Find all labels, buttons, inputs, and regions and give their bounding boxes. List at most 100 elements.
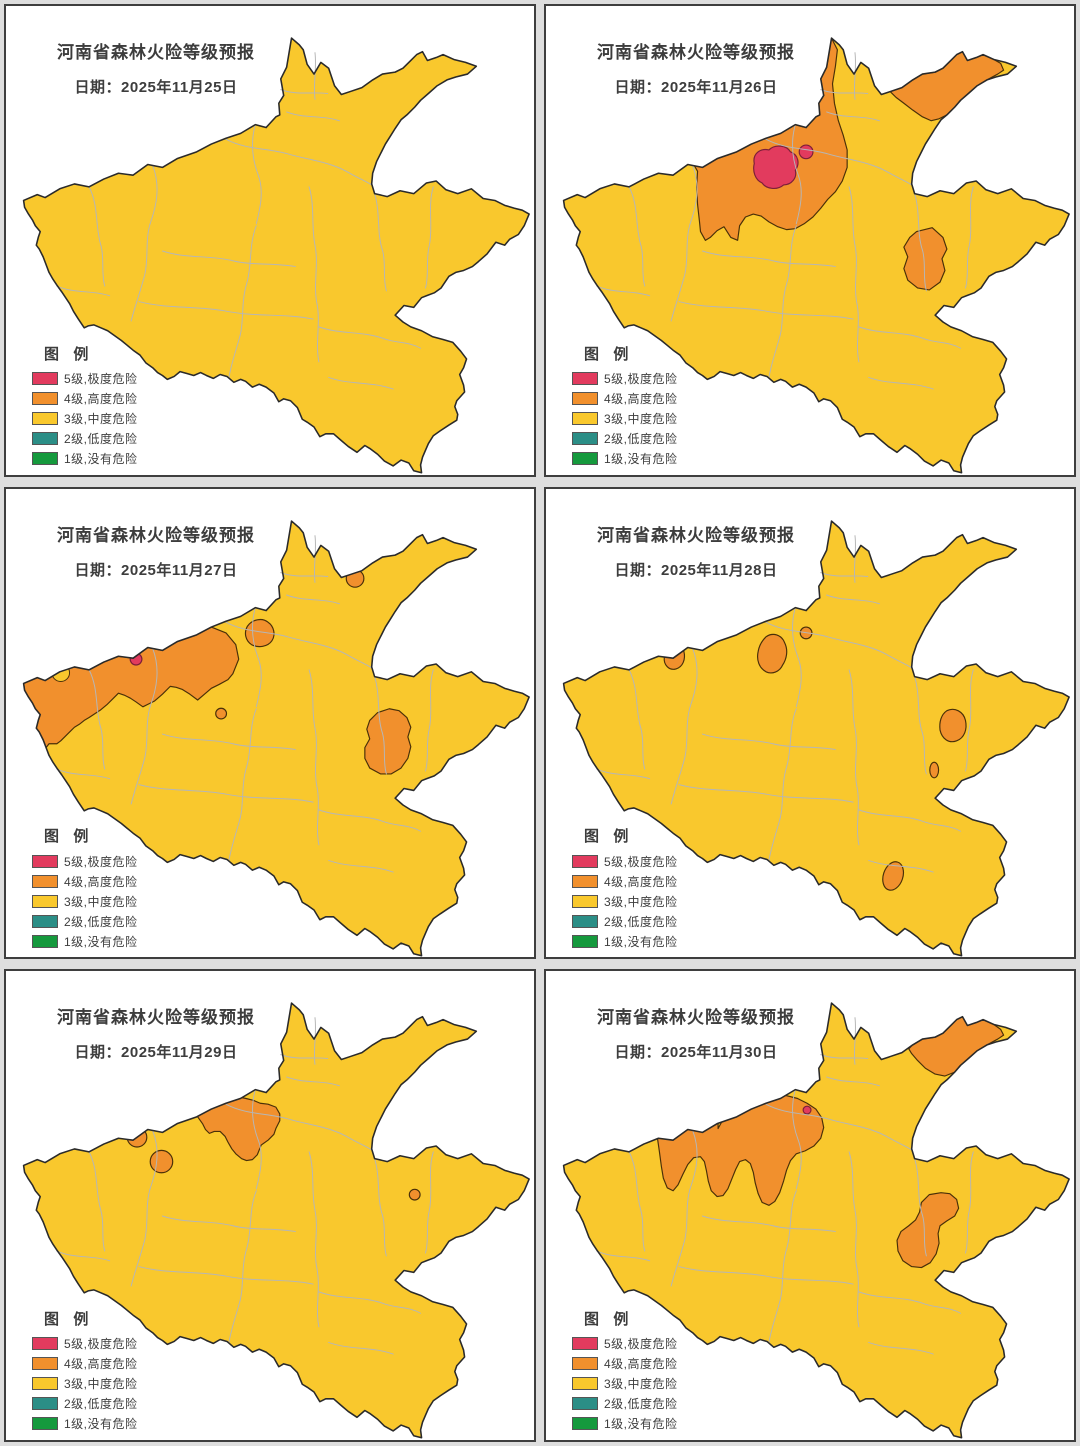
- legend-title: 图 例: [584, 345, 631, 363]
- legend-swatch-level2: [32, 432, 58, 446]
- legend-rows: 5级,极度危险 4级,高度危险 3级,中度危险 2级,低度危险 1级,没有危险: [572, 369, 678, 469]
- map-date: 日期：2025年11月30日: [614, 1044, 778, 1062]
- legend-item: 4级,高度危险: [572, 871, 678, 891]
- legend-rows: 5级,极度危险 4级,高度危险 3级,中度危险 2级,低度危险 1级,没有危险: [32, 851, 138, 951]
- legend-label: 4级,高度危险: [64, 392, 138, 407]
- legend-swatch-level1: [572, 452, 598, 466]
- legend-label: 5级,极度危险: [64, 854, 138, 869]
- henan-map: [22, 1002, 530, 1439]
- legend: 图 例 5级,极度危险 4级,高度危险 3级,中度危险 2级,低度危险 1级,没有危险: [572, 343, 678, 469]
- legend-title: 图 例: [584, 828, 631, 846]
- legend-swatch-level1: [32, 452, 58, 466]
- legend-item: 1级,没有危险: [572, 931, 678, 951]
- forecast-panel-nov30: 河南省森林火险等级预报 日期：2025年11月30日 图 例 5级,极度危险 4级…: [544, 969, 1076, 1442]
- legend-label: 2级,低度危险: [64, 914, 138, 929]
- risk-area-level4: [408, 1189, 421, 1201]
- legend-swatch-level4: [32, 874, 58, 888]
- map-title: 河南省森林火险等级预报: [57, 43, 255, 62]
- legend-swatch-level3: [572, 894, 598, 908]
- legend-label: 3级,中度危险: [64, 894, 138, 909]
- legend-label: 1级,没有危险: [604, 1417, 678, 1432]
- legend-item: 5级,极度危险: [572, 851, 678, 871]
- legend-swatch-level5: [32, 1337, 58, 1351]
- legend-title: 图 例: [44, 828, 91, 846]
- legend-label: 2级,低度危险: [604, 914, 678, 929]
- legend-label: 3级,中度危险: [64, 1377, 138, 1392]
- forecast-panel-nov27: 河南省森林火险等级预报 日期：2025年11月27日 图 例 5级,极度危险 4级…: [4, 486, 536, 960]
- legend-label: 3级,中度危险: [64, 412, 138, 427]
- risk-area-level5: [753, 145, 799, 189]
- legend-swatch-level2: [572, 432, 598, 446]
- legend-label: 5级,极度危险: [64, 1337, 138, 1352]
- legend-swatch-level5: [32, 854, 58, 868]
- legend-swatch-level4: [572, 874, 598, 888]
- risk-area-level4: [903, 227, 948, 291]
- map-date: 日期：2025年11月29日: [74, 1044, 238, 1062]
- legend-item: 5级,极度危险: [32, 851, 138, 871]
- risk-area-level4: [215, 707, 228, 720]
- legend-item: 2级,低度危险: [32, 911, 138, 931]
- legend-label: 1级,没有危险: [604, 934, 678, 949]
- legend-label: 5级,极度危险: [604, 854, 678, 869]
- legend-swatch-level1: [32, 934, 58, 948]
- legend-item: 3级,中度危险: [572, 891, 678, 911]
- legend-label: 4级,高度危险: [604, 1357, 678, 1372]
- legend-label: 2级,低度危险: [64, 1397, 138, 1412]
- legend-swatch-level3: [32, 1377, 58, 1391]
- legend-label: 1级,没有危险: [64, 452, 138, 467]
- forecast-panel-nov25: 河南省森林火险等级预报 日期：2025年11月25日 图 例 5级,极度危险 4级…: [4, 4, 536, 477]
- map-title: 河南省森林火险等级预报: [597, 525, 795, 545]
- risk-area-level4: [663, 642, 686, 670]
- legend-rows: 5级,极度危险 4级,高度危险 3级,中度危险 2级,低度危险 1级,没有危险: [32, 369, 138, 469]
- map-date: 日期：2025年11月25日: [74, 79, 238, 96]
- map-title: 河南省森林火险等级预报: [57, 1008, 255, 1028]
- legend-item: 1级,没有危险: [32, 931, 138, 951]
- legend-label: 3级,中度危险: [604, 412, 678, 427]
- legend-item: 3级,中度危险: [32, 891, 138, 911]
- legend-label: 3级,中度危险: [604, 1377, 678, 1392]
- legend-label: 3级,中度危险: [604, 894, 678, 909]
- legend-label: 1级,没有危险: [64, 1417, 138, 1432]
- legend-rows: 5级,极度危险 4级,高度危险 3级,中度危险 2级,低度危险 1级,没有危险: [32, 1334, 138, 1434]
- legend-rows: 5级,极度危险 4级,高度危险 3级,中度危险 2级,低度危险 1级,没有危险: [572, 1334, 678, 1434]
- legend-item: 5级,极度危险: [32, 369, 138, 389]
- risk-area-level4: [882, 860, 905, 891]
- legend-label: 5级,极度危险: [604, 1337, 678, 1352]
- legend-item: 4级,高度危险: [572, 389, 678, 409]
- legend-item: 2级,低度危险: [32, 1394, 138, 1414]
- legend-item: 4级,高度危险: [572, 1354, 678, 1374]
- legend-item: 4级,高度危险: [32, 1354, 138, 1374]
- legend-item: 2级,低度危险: [572, 1394, 678, 1414]
- legend-swatch-level4: [572, 392, 598, 406]
- legend-swatch-level4: [32, 1357, 58, 1371]
- legend: 图 例 5级,极度危险 4级,高度危险 3级,中度危险 2级,低度危险 1级,没有危险: [572, 1308, 678, 1434]
- legend-item: 3级,中度危险: [572, 1374, 678, 1394]
- legend-swatch-level2: [572, 914, 598, 928]
- forecast-panel-nov28: 河南省森林火险等级预报 日期：2025年11月28日 图 例 5级,极度危险 4级…: [544, 486, 1076, 960]
- risk-area-level5: [129, 652, 143, 666]
- legend-swatch-level3: [32, 894, 58, 908]
- legend-item: 1级,没有危险: [572, 1414, 678, 1434]
- legend-swatch-level2: [32, 914, 58, 928]
- forecast-panel-nov26: 河南省森林火险等级预报 日期：2025年11月26日 图 例 5级,极度危险 4级…: [544, 4, 1076, 477]
- risk-overlays: [692, 38, 1005, 291]
- legend-swatch-level5: [572, 372, 598, 386]
- legend-swatch-level5: [572, 854, 598, 868]
- forecast-panel-nov29: 河南省森林火险等级预报 日期：2025年11月29日 图 例 5级,极度危险 4级…: [4, 969, 536, 1442]
- risk-area-level3-enclave: [51, 663, 71, 682]
- legend-item: 4级,高度危险: [32, 389, 138, 409]
- legend-item: 5级,极度危险: [32, 1334, 138, 1354]
- legend-label: 2级,低度危险: [604, 1397, 678, 1412]
- legend-swatch-level3: [32, 412, 58, 426]
- map-title: 河南省森林火险等级预报: [597, 1008, 795, 1028]
- risk-area-level4: [939, 708, 967, 742]
- legend-label: 2级,低度危险: [604, 432, 678, 447]
- legend: 图 例 5级,极度危险 4级,高度危险 3级,中度危险 2级,低度危险 1级,没有危险: [32, 1308, 138, 1434]
- legend-swatch-level1: [572, 1417, 598, 1431]
- legend-item: 2级,低度危险: [32, 429, 138, 449]
- legend: 图 例 5级,极度危险 4级,高度危险 3级,中度危险 2级,低度危险 1级,没有危险: [32, 343, 138, 469]
- risk-area-level5: [798, 144, 814, 160]
- legend-item: 2级,低度危险: [572, 429, 678, 449]
